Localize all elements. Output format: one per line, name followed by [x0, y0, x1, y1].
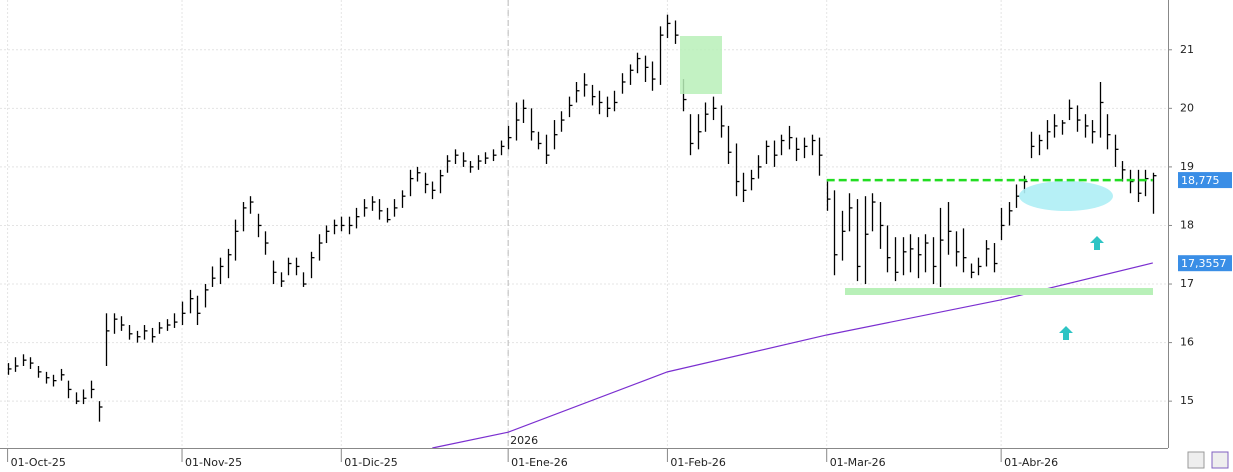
- y-tick-label: 15: [1180, 394, 1194, 407]
- price-tag-label: 18,775: [1181, 174, 1220, 187]
- highlight-box: [680, 36, 722, 94]
- y-tick-label: 19: [1180, 160, 1194, 173]
- highlight-ellipse: [1019, 181, 1113, 211]
- x-tick-label: 01-Feb-26: [670, 456, 725, 469]
- plot-area: 15 16 17 18 19 20 21 01-Oct-25 01-Nov-25 01-Dic-2…: [0, 0, 1194, 469]
- y-tick-label: 18: [1180, 218, 1194, 231]
- x-tick-label: 01-Abr-26: [1004, 456, 1058, 469]
- y-tick-label: 16: [1180, 336, 1194, 349]
- price-tag: [1178, 172, 1232, 189]
- price-tag: [1178, 255, 1232, 272]
- arrow-up: [1090, 236, 1104, 250]
- y-tick-label: 17: [1180, 277, 1194, 290]
- price-tag-label: 17,3557: [1181, 257, 1227, 270]
- x-tick-label: 01-Nov-25: [185, 456, 242, 469]
- year-label: 2026: [510, 434, 538, 447]
- support-band: [845, 288, 1153, 295]
- x-tick-label: 01-Dic-25: [344, 456, 398, 469]
- arrow-up: [1059, 326, 1073, 340]
- x-tick-label: 01-Oct-25: [11, 456, 66, 469]
- save-button[interactable]: [1211, 451, 1229, 469]
- y-tick-label: 21: [1180, 43, 1194, 56]
- overlay: 18,775 17,3557: [826, 172, 1232, 272]
- x-tick-label: 01-Mar-26: [830, 456, 886, 469]
- x-tick-label: 01-Ene-26: [511, 456, 568, 469]
- zoom-button[interactable]: [1187, 451, 1205, 469]
- y-tick-label: 20: [1180, 101, 1194, 114]
